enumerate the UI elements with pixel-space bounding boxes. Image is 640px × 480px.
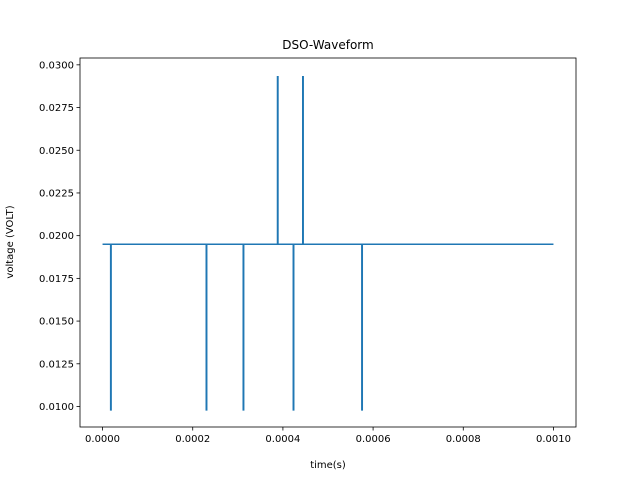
y-tick-label: 0.0300	[39, 60, 74, 71]
y-tick-label: 0.0175	[39, 274, 74, 285]
series-line-0	[102, 76, 554, 411]
x-tick-label: 0.0004	[265, 434, 300, 445]
plot-frame	[79, 57, 577, 428]
y-tick-label: 0.0100	[39, 402, 74, 413]
y-tick-label: 0.0150	[39, 317, 74, 328]
x-tick-label: 0.0006	[356, 434, 391, 445]
x-tick-label: 0.0010	[536, 434, 571, 445]
x-tick-label: 0.0002	[175, 434, 210, 445]
plot-area	[102, 76, 554, 411]
y-tick-label: 0.0250	[39, 146, 74, 157]
x-tick-label: 0.0000	[85, 434, 120, 445]
chart-title: DSO-Waveform	[282, 38, 373, 52]
axes: 0.0000 0.0002 0.0004 0.0006 0.0008 0.0010 0.01…	[39, 57, 577, 445]
y-axis-label: voltage (VOLT)	[5, 205, 16, 278]
x-axis-label: time(s)	[310, 460, 346, 471]
y-tick-label: 0.0200	[39, 231, 74, 242]
y-tick-label: 0.0125	[39, 359, 74, 370]
y-tick-label: 0.0275	[39, 103, 74, 114]
x-tick-label: 0.0008	[446, 434, 481, 445]
y-tick-label: 0.0225	[39, 188, 74, 199]
